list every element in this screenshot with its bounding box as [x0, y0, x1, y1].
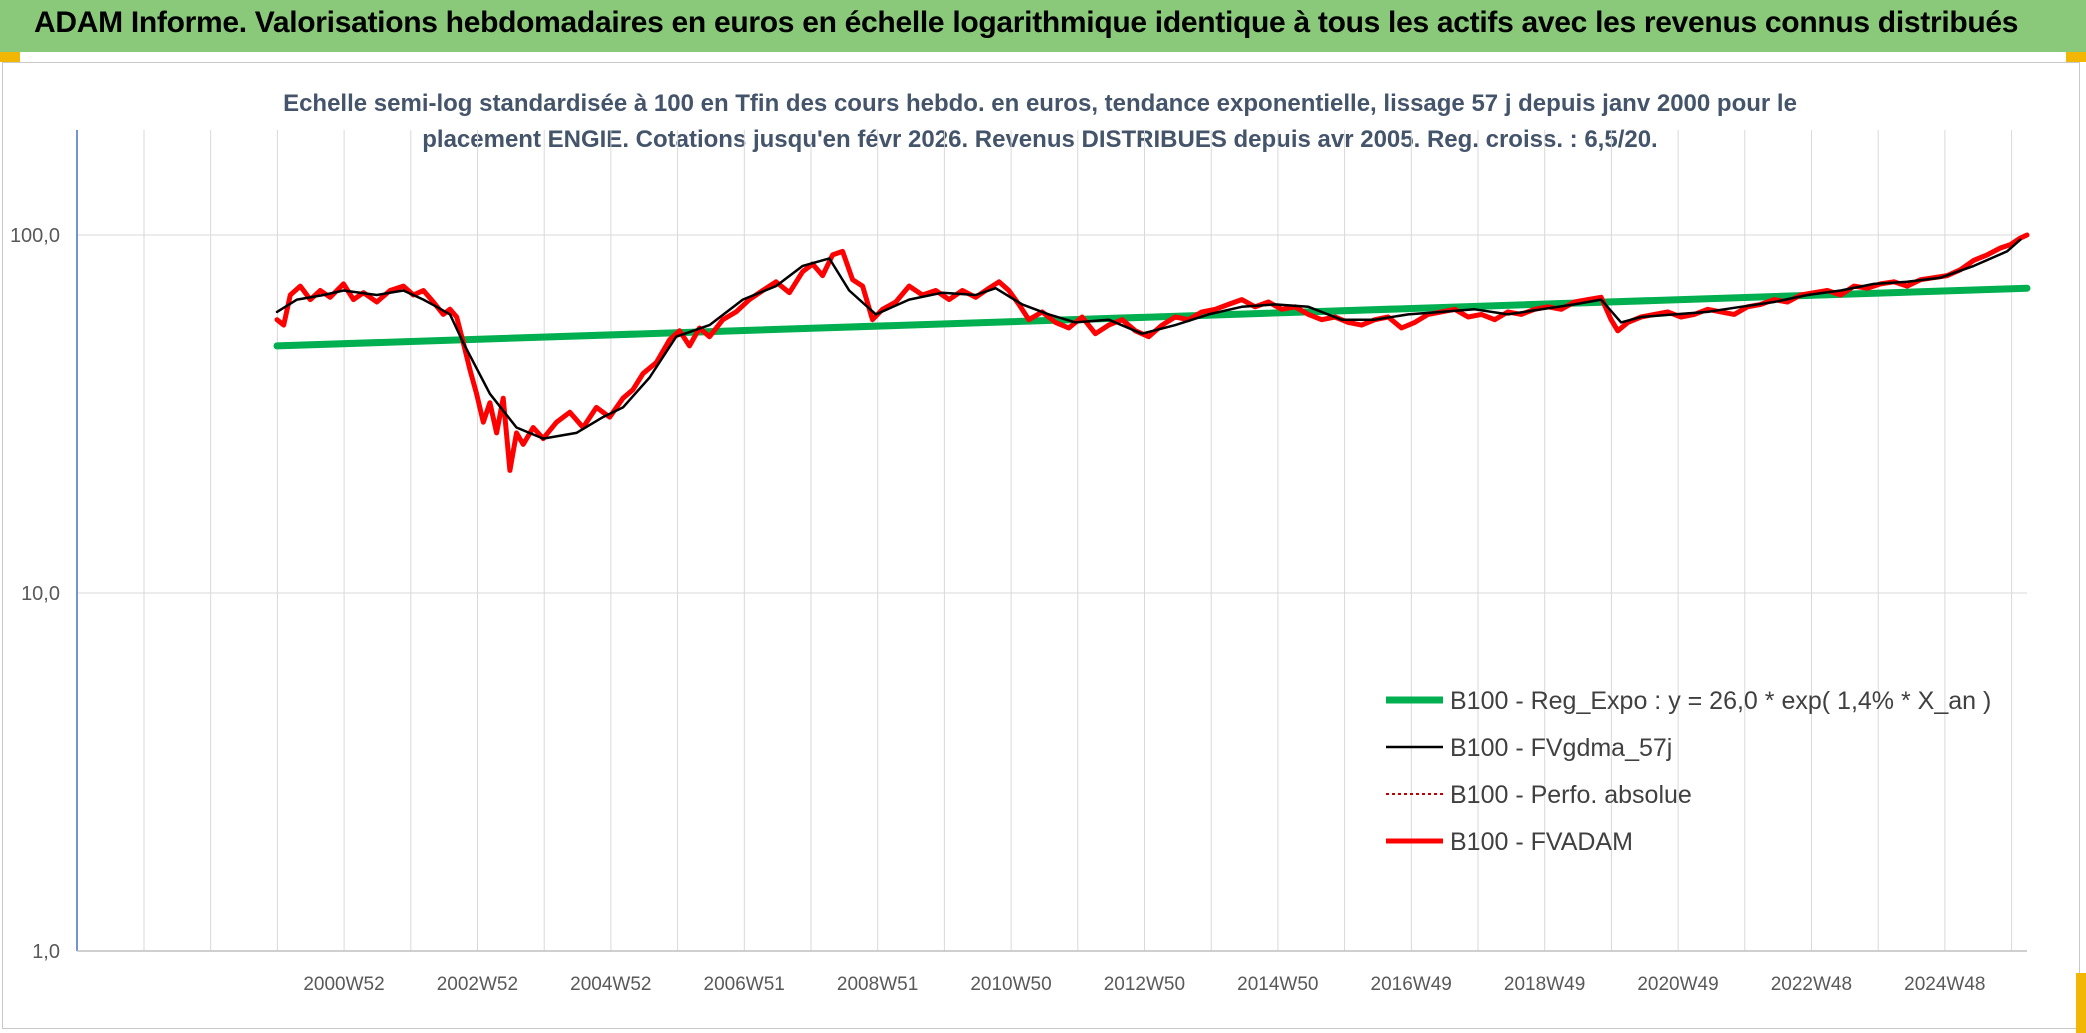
series-line-thin-black: [275, 238, 2022, 440]
y-tick-label: 1,0: [32, 941, 60, 963]
x-tick-label: 2018W49: [1504, 974, 1585, 995]
legend-entry: B100 - Reg_Expo : y = 26,0 * exp( 1,4% *…: [1450, 687, 1991, 715]
legend-entry: B100 - FVgdma_57j: [1450, 734, 1672, 762]
header-bar: [0, 0, 2086, 52]
x-tick-label: 2020W49: [1637, 974, 1718, 995]
y-tick-label: 10,0: [21, 583, 60, 605]
corner-accent-left: [0, 52, 20, 62]
corner-accent-right: [2066, 52, 2086, 62]
chart-title: Echelle semi-log standardisée à 100 en T…: [283, 90, 1797, 153]
y-tick-label: 100,0: [10, 225, 60, 247]
x-tick-label: 2014W50: [1237, 974, 1318, 995]
x-tick-label: 2024W48: [1904, 974, 1985, 995]
series-lines: [273, 232, 2031, 473]
x-tick-label: 2006W51: [704, 974, 785, 995]
x-tick-label: 2016W49: [1371, 974, 1452, 995]
x-tick-label: 2010W50: [970, 974, 1051, 995]
grid-lines: [76, 130, 2027, 952]
series-line-thick-green: [273, 284, 2031, 350]
x-tick-label: 2000W52: [303, 974, 384, 995]
x-tick-label: 2012W50: [1104, 974, 1185, 995]
x-tick-label: 2002W52: [437, 974, 518, 995]
legend: B100 - Reg_Expo : y = 26,0 * exp( 1,4% *…: [1386, 687, 1991, 856]
page-title: ADAM Informe. Valorisations hebdomadaire…: [34, 6, 2019, 39]
legend-entry: B100 - FVADAM: [1450, 828, 1633, 856]
corner-accent-bottom-right: [2076, 973, 2086, 1033]
chart-frame: [2, 62, 2080, 1029]
x-tick-label: 2022W48: [1771, 974, 1852, 995]
series-line-thick-red: [274, 232, 2030, 473]
x-tick-label: 2004W52: [570, 974, 651, 995]
x-tick-label: 2008W51: [837, 974, 918, 995]
legend-entry: B100 - Perfo. absolue: [1450, 781, 1692, 809]
x-tick-labels: 2000W52 2002W52 2004W52 2006W51 2008W51 2010W…: [303, 974, 1985, 995]
y-tick-labels: 1,0 10,0 100,0: [10, 225, 60, 963]
